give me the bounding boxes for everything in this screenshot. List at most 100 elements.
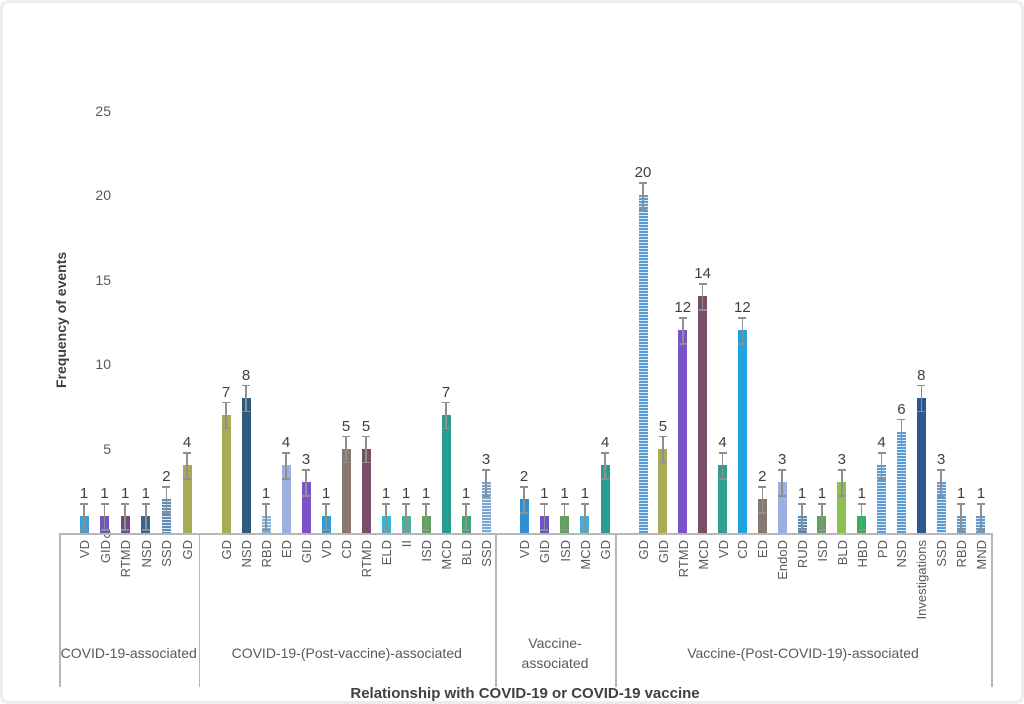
error-bar-line — [900, 418, 903, 445]
error-bar-cap-bottom — [482, 495, 490, 497]
error-bar-line — [124, 503, 126, 530]
error-bar-cap-bottom — [302, 495, 310, 497]
bar-value-label: 4 — [718, 434, 727, 452]
error-bar-line — [741, 317, 744, 344]
error-bar-line — [880, 452, 883, 479]
error-bar-cap-top — [798, 503, 807, 505]
error-bar-cap-top — [322, 503, 330, 505]
bar-NSD — [241, 397, 251, 533]
category-label: MND — [973, 540, 989, 570]
bar-value-label: 8 — [917, 366, 926, 384]
y-axis-title: Frequency of events — [53, 251, 69, 388]
error-bar-line — [801, 503, 803, 530]
error-bar-cap-top — [162, 486, 171, 488]
group-label: Vaccine-(Post-COVID-19)-associated — [687, 644, 919, 661]
error-bar-cap-top — [560, 503, 569, 505]
bar-SSD — [481, 482, 491, 533]
category-label: GID — [97, 540, 113, 564]
bar-value-label: 2 — [162, 468, 171, 486]
bar-value-label: 2 — [519, 468, 529, 486]
error-bar-line — [821, 503, 823, 530]
group-separator-line — [495, 533, 497, 687]
bar-value-label: 3 — [481, 451, 491, 469]
error-bar-cap-bottom — [718, 478, 727, 480]
error-bar-cap-bottom — [580, 529, 589, 531]
bar-GD — [638, 195, 648, 533]
error-bar-cap-bottom — [837, 495, 846, 497]
category-label: VD — [517, 540, 532, 559]
error-bar-cap-top — [738, 317, 747, 319]
bar-value-label: 6 — [897, 400, 906, 418]
error-bar-line — [920, 384, 923, 411]
bar-ED — [281, 465, 291, 533]
error-bar-line — [325, 503, 327, 530]
error-bar-line — [425, 503, 427, 530]
error-bar-cap-bottom — [462, 529, 470, 531]
error-bar-line — [980, 503, 982, 530]
error-bar-cap-top — [442, 401, 450, 404]
error-bar-cap-bottom — [282, 478, 290, 480]
error-bar-cap-top — [957, 503, 966, 505]
error-bar-cap-top — [482, 469, 490, 471]
error-bar-line — [543, 503, 546, 530]
bar-value-label: 1 — [461, 485, 471, 503]
category-label: ED — [279, 540, 294, 559]
error-bar-cap-top — [976, 503, 985, 505]
bar-value-label: 12 — [674, 299, 692, 317]
bar-value-label: 4 — [281, 434, 291, 452]
group-label: COVID-19-associated — [60, 644, 197, 661]
error-bar-cap-bottom — [678, 343, 687, 345]
bar-value-label: 1 — [976, 485, 986, 503]
error-bar-cap-top — [302, 469, 310, 471]
error-bar-line — [781, 469, 783, 496]
error-bar-cap-bottom — [560, 529, 569, 531]
error-bar-cap-bottom — [121, 529, 130, 531]
category-label: RTMD — [359, 540, 374, 578]
error-bar-line — [245, 384, 247, 411]
error-bar-cap-top — [658, 435, 667, 437]
bar-value-label: 1 — [857, 485, 866, 503]
error-bar-cap-bottom — [540, 529, 549, 531]
error-bar-line — [83, 503, 85, 530]
error-bar-line — [305, 469, 307, 496]
error-bar-line — [662, 435, 664, 462]
error-bar-cap-top — [422, 503, 430, 505]
error-bar-line — [365, 435, 367, 462]
error-bar-cap-bottom — [601, 478, 610, 480]
category-label: GD — [219, 540, 234, 560]
error-bar-cap-top — [183, 452, 191, 454]
error-bar-cap-top — [778, 469, 787, 471]
bar-CD — [341, 448, 351, 533]
bar-value-label: 1 — [540, 485, 549, 503]
error-bar-line — [523, 486, 525, 513]
bar-VD — [519, 499, 529, 533]
bar-value-label: 3 — [837, 451, 846, 469]
error-bar-cap-top — [897, 418, 906, 421]
error-bar-cap-bottom — [141, 529, 150, 531]
bar-value-label: 1 — [956, 485, 966, 503]
category-label: ELD — [379, 540, 394, 566]
bar-GID — [301, 482, 311, 533]
category-label: RUD — [795, 540, 811, 569]
category-label: EndoD — [775, 540, 791, 580]
error-bar-cap-top — [242, 384, 250, 387]
category-label: GD — [636, 540, 651, 560]
error-bar-line — [265, 503, 267, 530]
error-bar-line — [465, 503, 467, 530]
bar-value-label: 5 — [658, 417, 668, 435]
error-bar-cap-bottom — [422, 529, 430, 531]
error-bar-cap-bottom — [857, 529, 866, 531]
category-label: MCD — [577, 540, 593, 570]
error-bar-cap-bottom — [778, 495, 787, 497]
error-bar-cap-bottom — [817, 529, 826, 531]
error-bar-cap-top — [540, 503, 549, 505]
group-separator-line — [59, 533, 61, 687]
error-bar-line — [841, 469, 843, 496]
error-bar-cap-top — [877, 452, 886, 454]
bar-EndoD — [777, 482, 787, 533]
error-bar-cap-top — [282, 452, 290, 454]
bar-value-label: 1 — [381, 485, 391, 503]
error-bar-cap-top — [80, 503, 88, 505]
bar-value-label: 12 — [734, 299, 751, 317]
